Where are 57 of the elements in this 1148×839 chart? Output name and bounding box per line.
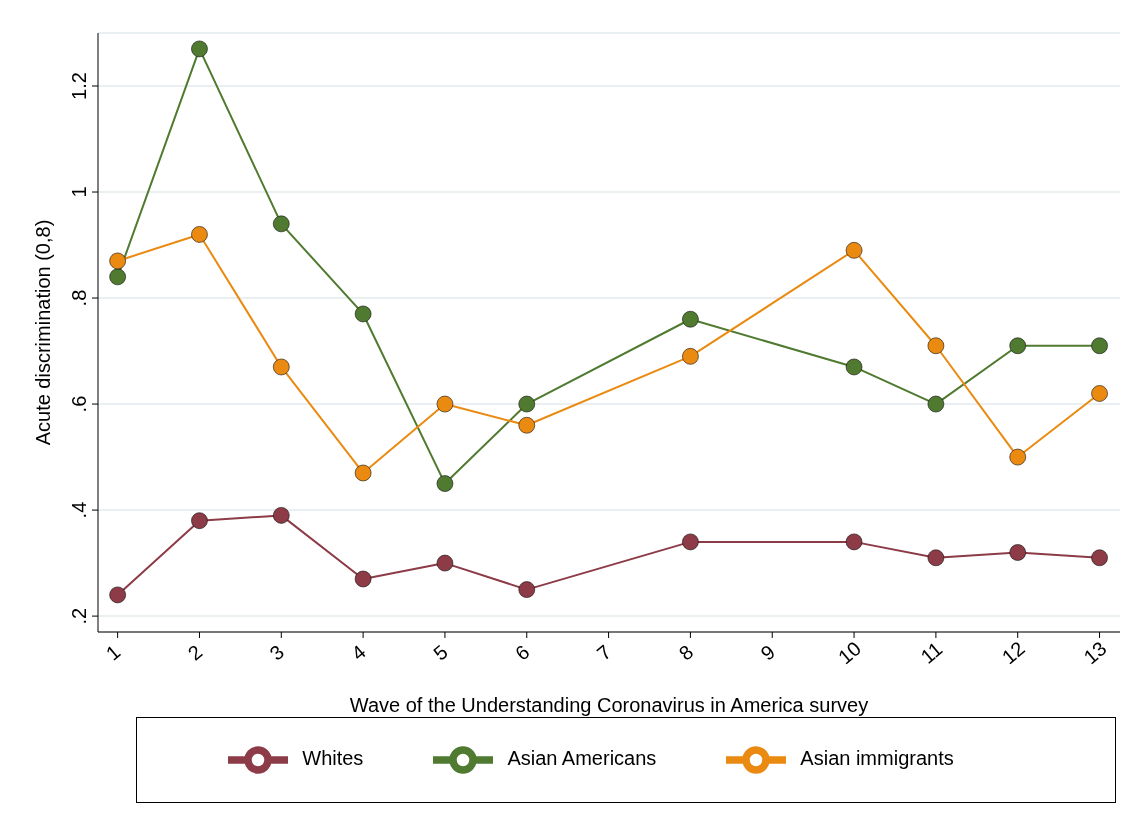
point — [436, 475, 454, 492]
x-tick-label: 10 — [833, 637, 866, 669]
point — [436, 554, 454, 572]
x-tick-label: 11 — [916, 637, 947, 668]
point — [682, 533, 699, 551]
point — [191, 226, 208, 243]
point — [927, 549, 945, 567]
point — [272, 215, 290, 233]
x-tick-label: 5 — [429, 640, 452, 665]
point — [518, 581, 536, 598]
point — [354, 305, 372, 323]
x-tick-label: 1 — [101, 640, 125, 665]
x-axis-title: Wave of the Understanding Coronavirus in America survey — [349, 694, 869, 716]
y-axis-title: Acute discrimination (0,8) — [32, 219, 55, 446]
point — [272, 507, 290, 524]
point — [109, 586, 126, 604]
point — [1091, 385, 1108, 402]
point — [1009, 337, 1027, 355]
y-tick-label: .2 — [68, 607, 90, 625]
point — [1091, 549, 1108, 567]
point — [682, 348, 699, 365]
point — [272, 358, 290, 376]
point — [109, 268, 126, 286]
point — [436, 395, 454, 413]
point — [682, 310, 699, 328]
point — [1009, 448, 1027, 466]
point — [518, 416, 536, 434]
x-tick-label: 4 — [347, 640, 370, 665]
point — [354, 570, 372, 588]
point — [845, 242, 863, 259]
x-tick-label: 6 — [510, 640, 534, 665]
y-tick-label: .8 — [68, 289, 90, 307]
y-tick-label: .6 — [68, 395, 90, 413]
legend-label: Whites — [302, 747, 364, 770]
point — [1009, 544, 1027, 561]
point — [518, 395, 536, 413]
y-tick-label: 1 — [68, 186, 90, 198]
point — [845, 358, 863, 376]
y-tick-label: 1.2 — [68, 72, 90, 100]
x-tick-label: 9 — [756, 640, 780, 665]
point — [191, 40, 208, 58]
x-tick-label: 7 — [592, 640, 616, 665]
x-tick-label: 8 — [674, 640, 698, 665]
x-tick-label: 2 — [183, 640, 207, 665]
legend-label: Asian immigrants — [800, 747, 954, 770]
point — [845, 533, 863, 551]
point — [109, 252, 126, 270]
point — [1091, 337, 1108, 355]
y-tick-label: .4 — [68, 501, 90, 519]
point — [191, 512, 208, 529]
point — [927, 337, 945, 355]
x-tick-label: 3 — [265, 640, 289, 665]
legend-label: Asian Americans — [507, 747, 657, 770]
point — [927, 395, 945, 413]
x-tick-label: 12 — [997, 637, 1029, 669]
point — [354, 464, 372, 482]
x-tick-label: 13 — [1079, 637, 1111, 669]
